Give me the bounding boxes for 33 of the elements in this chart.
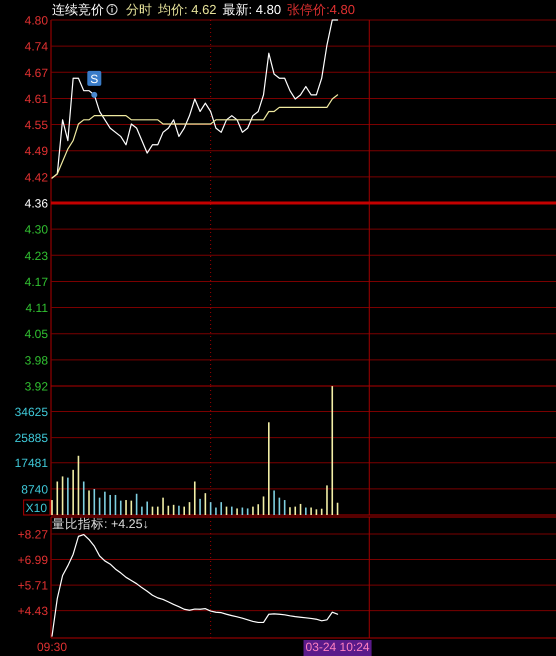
y-tick-label: +4.43 — [18, 604, 48, 618]
chart-title: 量比指标: +4.25↓ — [52, 517, 149, 531]
x-tick-label: 09:30 — [36, 640, 68, 654]
y-tick-label: +6.99 — [18, 553, 48, 568]
y-tick-label: 4.42 — [24, 170, 48, 184]
y-tick-label: 8740 — [21, 482, 48, 496]
y-tick-label: 4.80 — [24, 14, 48, 28]
y-tick-label: +8.27 — [18, 527, 48, 542]
chart-title: 连续竞价 — [52, 2, 104, 17]
y-tick-label: 3.98 — [24, 353, 48, 368]
y-tick-label: 4.55 — [24, 118, 48, 132]
annotation: S — [90, 72, 98, 86]
y-tick-label: 4.05 — [24, 327, 48, 342]
y-tick-label: 4.30 — [24, 222, 48, 237]
y-tick-label: 4.23 — [24, 248, 48, 263]
y-tick-label: 17481 — [14, 456, 48, 470]
y-tick-label: 4.36 — [24, 196, 48, 210]
text: 张停价:4.80 — [287, 2, 355, 17]
y-tick-label: 4.74 — [24, 40, 48, 54]
y-tick-label: 4.61 — [24, 92, 48, 106]
x-tick-label: 03-24 10:24 — [306, 640, 370, 654]
y-tick-label: 34625 — [14, 404, 48, 419]
text: 最新: 4.80 — [222, 2, 282, 17]
y-tick-label: 3.92 — [24, 380, 48, 394]
y-tick-label: 25885 — [14, 431, 48, 446]
y-axis-title: X10 — [26, 501, 48, 515]
text: 分时 — [126, 2, 152, 17]
y-tick-label: 4.17 — [24, 274, 48, 289]
y-tick-label: +5.71 — [18, 578, 48, 593]
y-tick-label: 4.67 — [24, 66, 48, 80]
y-tick-label: 4.49 — [24, 144, 48, 158]
text: 均价: 4.62 — [157, 2, 217, 17]
y-tick-label: 4.11 — [26, 301, 48, 316]
